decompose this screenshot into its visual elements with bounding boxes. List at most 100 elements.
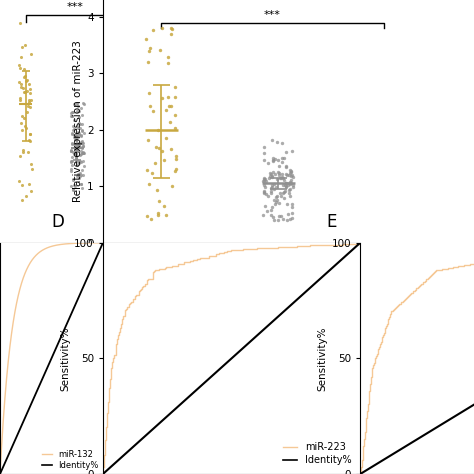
Y-axis label: Relative expression of miR-223: Relative expression of miR-223 xyxy=(73,40,83,202)
Point xyxy=(260,211,267,219)
Point xyxy=(21,122,29,129)
Point xyxy=(287,168,295,176)
Point xyxy=(259,177,267,185)
Point xyxy=(80,100,88,108)
Point xyxy=(67,146,74,154)
Point xyxy=(269,168,277,175)
Point xyxy=(276,174,283,182)
Point xyxy=(281,194,288,201)
Point xyxy=(285,180,292,187)
Point xyxy=(80,129,88,137)
Point xyxy=(158,24,165,31)
Point xyxy=(77,151,85,158)
Point xyxy=(25,98,33,105)
Legend: miR-223, Identity%: miR-223, Identity% xyxy=(279,438,356,469)
Point xyxy=(72,133,80,140)
Point xyxy=(25,97,33,104)
Point xyxy=(75,107,82,114)
Point xyxy=(289,183,297,191)
Point xyxy=(288,214,295,222)
Point xyxy=(79,139,87,147)
Point xyxy=(27,130,34,138)
Point xyxy=(273,138,281,146)
Point xyxy=(76,151,84,158)
Point xyxy=(69,126,77,134)
Point xyxy=(74,171,82,179)
Point xyxy=(283,201,291,208)
Point xyxy=(283,171,291,179)
Point xyxy=(171,111,179,119)
Point xyxy=(76,124,84,132)
Point xyxy=(275,163,283,170)
Point xyxy=(283,182,290,190)
Point xyxy=(25,81,32,88)
Point xyxy=(285,189,292,197)
Point xyxy=(73,101,81,109)
Point xyxy=(27,51,35,58)
Point xyxy=(277,174,284,182)
Point xyxy=(73,172,81,179)
Point xyxy=(23,108,30,115)
Point xyxy=(269,183,276,191)
Point xyxy=(78,139,86,146)
Point xyxy=(17,54,25,61)
Point xyxy=(74,147,82,155)
Point xyxy=(18,181,25,189)
Point xyxy=(71,148,78,155)
Point xyxy=(152,159,159,167)
Point xyxy=(71,135,79,142)
Point xyxy=(77,181,84,188)
Point xyxy=(20,73,28,81)
Point xyxy=(172,153,180,160)
Point xyxy=(69,108,76,116)
Point xyxy=(20,88,27,96)
Text: D: D xyxy=(52,213,64,231)
Point xyxy=(27,130,34,138)
Point xyxy=(16,78,23,85)
Point xyxy=(279,216,287,223)
Point xyxy=(76,169,83,176)
Point xyxy=(282,179,290,187)
Point xyxy=(72,143,79,151)
Point xyxy=(149,107,157,114)
Point xyxy=(271,185,278,193)
Point xyxy=(73,143,81,151)
Point xyxy=(146,44,154,52)
Point xyxy=(27,187,35,194)
Point xyxy=(283,163,290,170)
Point xyxy=(71,152,78,159)
Point xyxy=(69,108,77,116)
Point xyxy=(22,192,30,200)
Point xyxy=(22,77,30,84)
Point xyxy=(260,143,267,150)
Point xyxy=(79,149,87,156)
Point xyxy=(271,200,279,208)
Point xyxy=(79,149,86,156)
Point xyxy=(71,116,78,124)
Point xyxy=(260,187,268,194)
Point xyxy=(74,128,82,136)
Point xyxy=(270,180,277,188)
Point xyxy=(277,212,285,220)
Point xyxy=(263,207,271,214)
Point xyxy=(289,182,297,189)
Point xyxy=(16,177,23,185)
Point xyxy=(271,155,279,163)
Point xyxy=(164,53,171,61)
Point xyxy=(172,165,180,173)
Point xyxy=(273,175,281,182)
Point xyxy=(167,30,174,38)
Point xyxy=(70,149,78,156)
Point xyxy=(278,171,285,178)
Point xyxy=(146,103,154,110)
Point xyxy=(75,129,82,137)
Point xyxy=(70,100,78,108)
Point xyxy=(17,80,24,88)
Point xyxy=(275,213,283,220)
Point xyxy=(264,192,272,200)
Point xyxy=(19,84,27,91)
Point xyxy=(279,139,286,147)
Point xyxy=(274,168,282,175)
Point xyxy=(284,182,292,189)
Point xyxy=(265,173,273,181)
